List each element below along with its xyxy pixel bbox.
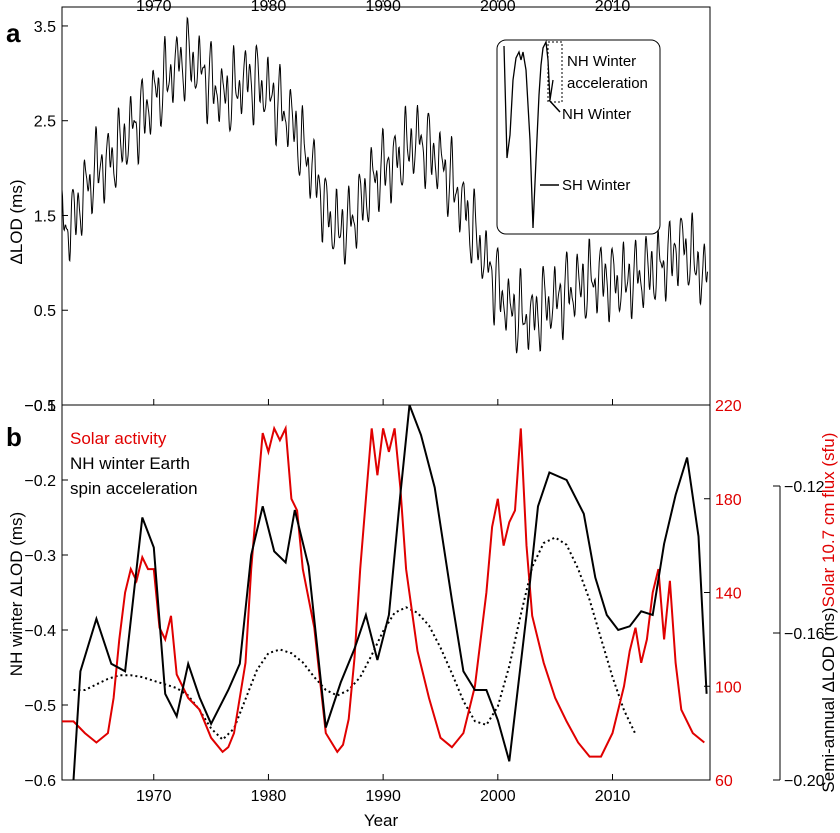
top-x-tick-label-4: 2010 xyxy=(595,0,631,15)
inset-label-nh-winter-accel-2: acceleration xyxy=(567,75,648,92)
inset-nh-pointer xyxy=(548,99,561,113)
a-y-tick-label-3: 0.5 xyxy=(34,303,56,320)
b-semi-y-tick-label-2: −0.20 xyxy=(784,773,825,790)
legend-solar-activity: Solar activity xyxy=(70,429,167,448)
panel-b-series-solar xyxy=(62,424,705,758)
b-left-y-tick-label-0: −0.1 xyxy=(24,398,56,415)
b-red-y-tick-label-3: 100 xyxy=(715,679,742,696)
b-left-y-tick-label-1: −0.2 xyxy=(24,473,56,490)
panel-a-y-axis-label: ΔLOD (ms) xyxy=(7,179,26,264)
panel-b-series-nh-winter xyxy=(72,404,708,781)
inset-series xyxy=(503,39,554,229)
panel-b-red-y-axis-label: Solar 10.7 cm flux (sfu) xyxy=(819,433,838,608)
b-red-y-tick-label-2: 140 xyxy=(715,586,742,603)
legend-nh-winter-1: NH winter Earth xyxy=(70,454,190,473)
b-semi-y-tick-label-0: −0.12 xyxy=(784,479,825,496)
top-x-tick-label-2: 1990 xyxy=(365,0,401,15)
a-y-tick-label-0: 3.5 xyxy=(34,19,56,36)
inset-label-sh-winter: SH Winter xyxy=(562,177,630,194)
top-x-tick-label-1: 1980 xyxy=(251,0,287,15)
a-y-tick-label-2: 1.5 xyxy=(34,208,56,225)
b-semi-y-tick-label-1: −0.16 xyxy=(784,626,825,643)
b-left-y-tick-label-4: −0.5 xyxy=(24,698,56,715)
inset-label-nh-winter: NH Winter xyxy=(562,106,631,123)
inset-acceleration-bracket xyxy=(547,41,563,103)
panel-a-letter: a xyxy=(6,18,21,48)
panel-a-inset: NH Winter acceleration NH Winter SH Wint… xyxy=(496,39,661,235)
a-y-tick-label-1: 2.5 xyxy=(34,114,56,131)
panel-a-series-lod xyxy=(61,16,708,354)
b-red-y-tick-label-4: 60 xyxy=(715,773,733,790)
inset-box xyxy=(496,39,661,235)
a-y-tick-label-4: −0.5 xyxy=(24,398,56,415)
b-x-tick-label-1: 1980 xyxy=(251,788,287,805)
b-x-tick-label-0: 1970 xyxy=(136,788,172,805)
b-x-tick-label-2: 1990 xyxy=(365,788,401,805)
panel-b-red-y-ticks: 220 180 140 100 60 xyxy=(704,398,742,790)
panel-b-left-y-ticks: −0.1 −0.2 −0.3 −0.4 −0.5 −0.6 xyxy=(24,398,68,790)
panel-a: a 1970 1980 1990 2000 2010 3.52.51.50.5−0.5 … xyxy=(6,0,711,415)
panel-b-series-semi-annual xyxy=(73,536,637,741)
b-x-tick-label-3: 2000 xyxy=(480,788,516,805)
b-left-y-tick-label-3: −0.4 xyxy=(24,623,56,640)
panel-b-x-axis-label: Year xyxy=(364,811,399,830)
panel-a-top-x-ticks: 1970 1980 1990 2000 2010 xyxy=(136,0,630,15)
panel-b: b 1970 1980 1990 2000 2010 −0.1−0.2−0.3−0.4−… xyxy=(6,398,838,830)
panel-b-letter: b xyxy=(6,422,22,452)
panel-b-semi-y-axis-label: Semi-annual ΔLOD (ms) xyxy=(819,607,838,792)
top-x-tick-label-0: 1970 xyxy=(136,0,172,15)
panel-b-x-ticks: 1970 1980 1990 2000 2010 xyxy=(136,399,630,805)
panel-b-semi-y-ticks: −0.12 −0.16 −0.20 xyxy=(773,479,825,790)
panel-b-left-y-axis-label: NH winter ΔLOD (ms) xyxy=(7,512,26,676)
top-x-tick-label-3: 2000 xyxy=(480,0,516,15)
b-left-y-tick-label-5: −0.6 xyxy=(24,773,56,790)
b-left-y-tick-label-2: −0.3 xyxy=(24,548,56,565)
panel-a-y-ticks: 3.5 2.5 1.5 0.5 −0.5 xyxy=(24,19,68,415)
legend-nh-winter-2: spin acceleration xyxy=(70,479,198,498)
b-red-y-tick-label-1: 180 xyxy=(715,492,742,509)
inset-label-nh-winter-accel-1: NH Winter xyxy=(567,53,636,70)
b-x-tick-label-4: 2010 xyxy=(595,788,631,805)
b-red-y-tick-label-0: 220 xyxy=(715,398,742,415)
